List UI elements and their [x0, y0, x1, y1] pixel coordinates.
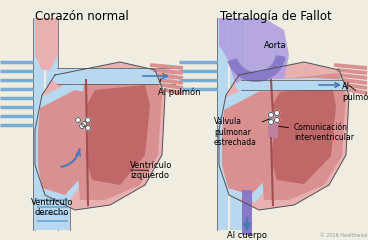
Polygon shape	[35, 195, 70, 230]
Polygon shape	[35, 18, 58, 70]
Text: © 2016 Healthwise: © 2016 Healthwise	[320, 233, 367, 238]
Polygon shape	[262, 73, 346, 200]
Polygon shape	[242, 190, 252, 235]
Text: Al pulmón: Al pulmón	[158, 79, 201, 97]
Circle shape	[275, 118, 280, 122]
Text: Al
pulmón: Al pulmón	[342, 82, 368, 102]
Polygon shape	[219, 82, 279, 202]
Text: Corazón normal: Corazón normal	[35, 10, 129, 23]
Text: Ventrículo
izquierdo: Ventrículo izquierdo	[130, 161, 172, 180]
Polygon shape	[230, 18, 242, 230]
Polygon shape	[50, 68, 175, 84]
Circle shape	[85, 118, 91, 122]
Polygon shape	[217, 18, 228, 230]
Circle shape	[275, 110, 280, 115]
Polygon shape	[269, 86, 336, 184]
Circle shape	[85, 126, 91, 131]
Polygon shape	[84, 85, 150, 185]
Polygon shape	[78, 72, 162, 200]
Polygon shape	[219, 62, 349, 210]
Polygon shape	[35, 80, 92, 200]
Polygon shape	[46, 18, 58, 230]
Circle shape	[75, 118, 81, 122]
Circle shape	[79, 124, 85, 128]
Text: Al cuerpo: Al cuerpo	[227, 231, 267, 240]
Circle shape	[269, 120, 273, 125]
Text: Tetralogía de Fallot: Tetralogía de Fallot	[220, 10, 332, 23]
Text: Aorta: Aorta	[264, 41, 287, 50]
Text: Ventrículo
derecho: Ventrículo derecho	[31, 198, 73, 217]
Circle shape	[269, 113, 273, 118]
Circle shape	[81, 121, 86, 126]
Polygon shape	[268, 115, 278, 138]
Text: Válvula
pulmonar
estrechada: Válvula pulmonar estrechada	[214, 117, 269, 147]
Polygon shape	[35, 62, 165, 210]
Polygon shape	[219, 18, 289, 88]
Polygon shape	[33, 18, 44, 230]
Polygon shape	[227, 55, 286, 82]
Text: Comunicación
interventricular: Comunicación interventricular	[279, 123, 354, 142]
Polygon shape	[234, 78, 349, 92]
Polygon shape	[222, 90, 274, 195]
Polygon shape	[38, 90, 88, 195]
